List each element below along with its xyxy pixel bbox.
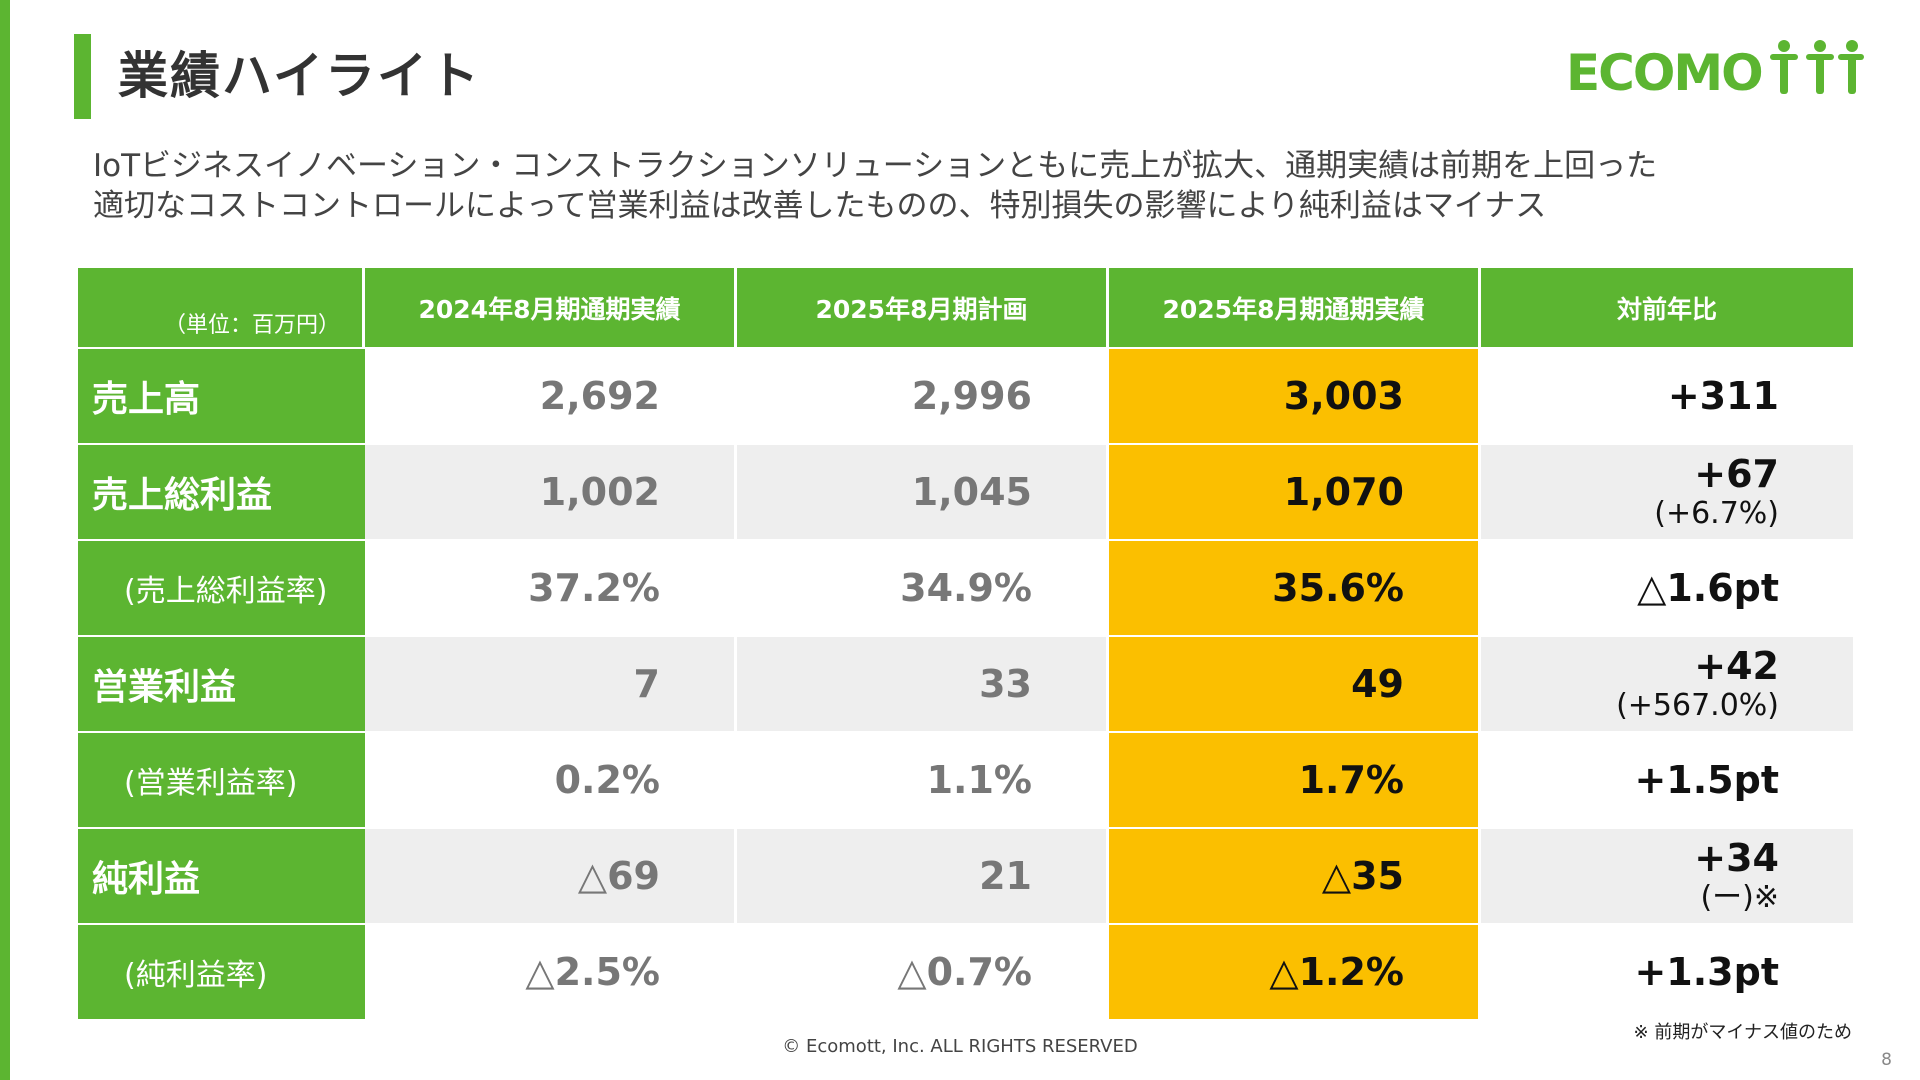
plan-value: 33 <box>737 635 1109 731</box>
table-row-operating-profit: 営業利益 7 33 49 +42 (+567.0%) <box>78 635 1853 731</box>
summary-text: IoTビジネスイノベーション・コンストラクションソリューションともに売上が拡大、… <box>93 146 1853 226</box>
table-row-sales: 売上高 2,692 2,996 3,003 +311 <box>78 347 1853 443</box>
ecomott-logo: ECOMO <box>1566 40 1864 102</box>
unit-label: （単位：百万円） <box>78 268 365 347</box>
yoy-value: △1.6pt <box>1481 539 1853 635</box>
row-label: 営業利益 <box>78 635 365 731</box>
plan-value: 21 <box>737 827 1109 923</box>
actual-value: 1,070 <box>1109 443 1481 539</box>
actual-value: 49 <box>1109 635 1481 731</box>
plan-value: 2,996 <box>737 347 1109 443</box>
yoy-value: +42 <box>1694 644 1779 688</box>
prev-value: 37.2% <box>365 539 737 635</box>
actual-value: 1.7% <box>1109 731 1481 827</box>
highlights-table: （単位：百万円） 2024年8月期通期実績 2025年8月期計画 2025年8月… <box>78 268 1853 1019</box>
row-label: (売上総利益率) <box>78 539 365 635</box>
actual-value: △35 <box>1109 827 1481 923</box>
plan-value: 1.1% <box>737 731 1109 827</box>
left-accent-edge <box>0 0 10 1080</box>
column-header-prev: 2024年8月期通期実績 <box>365 268 737 347</box>
table-row-gross-profit: 売上総利益 1,002 1,045 1,070 +67 (+6.7%) <box>78 443 1853 539</box>
plan-value: 34.9% <box>737 539 1109 635</box>
column-header-plan: 2025年8月期計画 <box>737 268 1109 347</box>
prev-value: 1,002 <box>365 443 737 539</box>
prev-value: 7 <box>365 635 737 731</box>
page-number: 8 <box>1881 1050 1892 1070</box>
column-header-actual: 2025年8月期通期実績 <box>1109 268 1481 347</box>
yoy-cell: +67 (+6.7%) <box>1481 443 1853 539</box>
table-row-gross-margin: (売上総利益率) 37.2% 34.9% 35.6% △1.6pt <box>78 539 1853 635</box>
table-row-net-profit: 純利益 △69 21 △35 +34 (ー)※ <box>78 827 1853 923</box>
prev-value: △2.5% <box>365 923 737 1019</box>
row-label: (営業利益率) <box>78 731 365 827</box>
copyright: © Ecomott, Inc. ALL RIGHTS RESERVED <box>782 1036 1138 1057</box>
yoy-cell: +42 (+567.0%) <box>1481 635 1853 731</box>
actual-value: 3,003 <box>1109 347 1481 443</box>
row-label: 純利益 <box>78 827 365 923</box>
yoy-value: +311 <box>1481 347 1853 443</box>
actual-value: 35.6% <box>1109 539 1481 635</box>
summary-line-2: 適切なコストコントロールによって営業利益は改善したものの、特別損失の影響により純… <box>93 188 1547 224</box>
table-header-row: （単位：百万円） 2024年8月期通期実績 2025年8月期計画 2025年8月… <box>78 268 1853 347</box>
yoy-value: +34 <box>1694 836 1779 880</box>
plan-value: △0.7% <box>737 923 1109 1019</box>
plan-value: 1,045 <box>737 443 1109 539</box>
yoy-cell: +34 (ー)※ <box>1481 827 1853 923</box>
table-row-net-margin: (純利益率) △2.5% △0.7% △1.2% +1.3pt <box>78 923 1853 1019</box>
column-header-yoy: 対前年比 <box>1481 268 1853 347</box>
prev-value: △69 <box>365 827 737 923</box>
actual-value: △1.2% <box>1109 923 1481 1019</box>
table-row-operating-margin: (営業利益率) 0.2% 1.1% 1.7% +1.5pt <box>78 731 1853 827</box>
yoy-percent: (+567.0%) <box>1616 688 1779 723</box>
prev-value: 0.2% <box>365 731 737 827</box>
yoy-percent: (ー)※ <box>1700 880 1779 915</box>
row-label: 売上総利益 <box>78 443 365 539</box>
yoy-percent: (+6.7%) <box>1654 496 1779 531</box>
summary-line-1: IoTビジネスイノベーション・コンストラクションソリューションともに売上が拡大、… <box>93 148 1658 184</box>
svg-text:ECOMO: ECOMO <box>1566 44 1762 102</box>
yoy-value: +1.3pt <box>1481 923 1853 1019</box>
yoy-value: +67 <box>1694 452 1779 496</box>
prev-value: 2,692 <box>365 347 737 443</box>
page-title: 業績ハイライト <box>118 47 481 105</box>
footnote: ※ 前期がマイナス値のため <box>1633 1022 1852 1043</box>
row-label: 売上高 <box>78 347 365 443</box>
row-label: (純利益率) <box>78 923 365 1019</box>
yoy-value: +1.5pt <box>1481 731 1853 827</box>
title-accent-bar <box>74 34 91 119</box>
